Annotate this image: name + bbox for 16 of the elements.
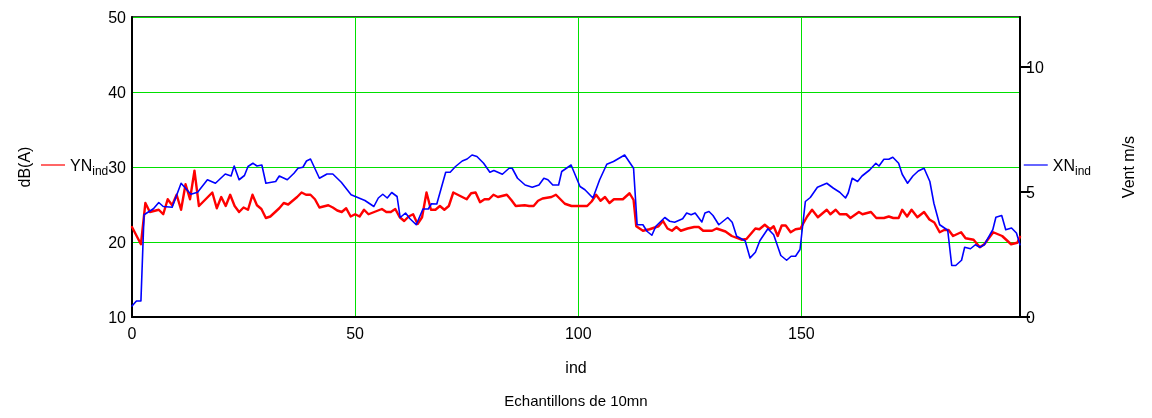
line-series — [130, 169, 1022, 249]
x-tick-label: 150 — [788, 324, 815, 342]
y-axis-title: dB(A) — [15, 146, 33, 188]
y-tick-label: 20 — [108, 233, 127, 251]
y2-tick-label: 10 — [1026, 58, 1044, 76]
y-tick-label: 10 — [108, 308, 127, 326]
x-tick-label: 50 — [346, 324, 365, 342]
y-tick-label: 50 — [108, 8, 127, 26]
y2-axis-title: Vent m/s — [1119, 135, 1137, 199]
x-axis-title: ind — [565, 358, 587, 376]
line-series — [131, 154, 1021, 307]
y-tick-label: 30 — [108, 158, 127, 176]
x-tick-label: 100 — [564, 324, 592, 342]
text: Echantillons de 10mn — [504, 392, 648, 409]
x-tick-label: 0 — [127, 324, 137, 342]
y-tick-label: 40 — [108, 83, 127, 101]
